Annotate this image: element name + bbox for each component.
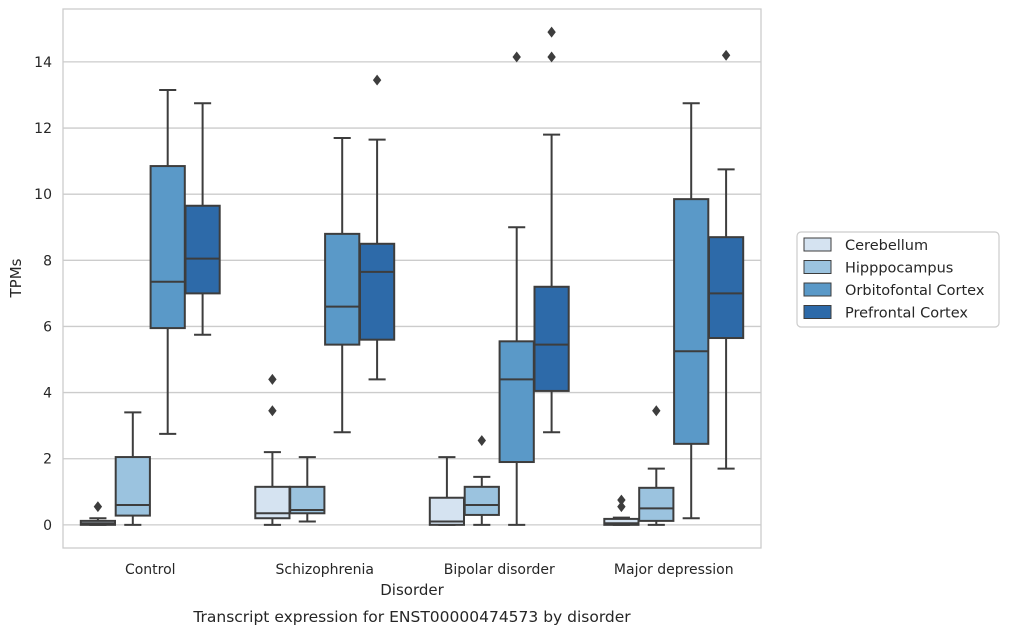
box-hipppocampus-schizophrenia: [289, 456, 326, 523]
legend-label-cerebellum: Cerebellum: [845, 238, 928, 254]
legend-swatch-cerebellum: [803, 237, 832, 252]
outlier-point: [617, 494, 626, 506]
box-prefrontal-cortex-schizophrenia: [358, 74, 396, 381]
outlier-point: [547, 26, 556, 38]
y-tick-label: 2: [43, 452, 52, 468]
x-axis-label: Disorder: [380, 581, 444, 599]
outlier-point: [721, 49, 731, 61]
box-iqr: [114, 456, 151, 517]
y-tick-labels: 0 2 4 6 8 10 12 14: [34, 55, 52, 534]
box-hipppocampus-bipolar-disorder: [463, 435, 500, 526]
outlier-point: [93, 501, 103, 513]
box-cerebellum-schizophrenia: [254, 373, 291, 526]
legend-label-orbitofontal-cortex: Orbitofontal Cortex: [845, 283, 985, 299]
outlier-point: [617, 501, 626, 513]
box-iqr: [638, 486, 675, 522]
box-iqr: [149, 165, 186, 330]
x-tick-labels: Control Schizophrenia Bipolar disorder Majo…: [125, 562, 734, 578]
box-iqr: [533, 285, 570, 392]
y-tick-label: 12: [34, 121, 52, 137]
box-orbitofontal-cortex-schizophrenia: [324, 136, 361, 434]
legend: Cerebellum Hipppocampus Orbitofontal Corte…: [796, 231, 1000, 328]
box-iqr: [673, 198, 710, 445]
x-tick-label: Bipolar disorder: [444, 562, 555, 578]
box-iqr: [184, 204, 221, 295]
legend-swatch-prefrontal-cortex: [803, 305, 832, 319]
box-prefrontal-cortex-bipolar-disorder: [533, 26, 570, 434]
x-tick-label: Control: [125, 562, 176, 578]
box-cerebellum-major-depression: [603, 494, 640, 526]
legend-swatch-hipppocampus: [803, 260, 832, 274]
box-orbitofontal-cortex-control: [149, 89, 186, 435]
box-hipppocampus-major-depression: [638, 405, 675, 526]
y-tick-label: 0: [43, 518, 52, 534]
box-plot-area: [79, 26, 745, 526]
box-prefrontal-cortex-control: [184, 102, 221, 336]
outlier-point: [372, 74, 382, 86]
box-cerebellum-control: [79, 501, 117, 526]
box-prefrontal-cortex-major-depression: [707, 49, 745, 470]
outlier-point: [268, 405, 277, 417]
outlier-point: [652, 405, 661, 417]
y-tick-label: 14: [34, 55, 52, 71]
legend-frame: [796, 231, 1000, 328]
box-iqr: [358, 242, 396, 341]
box-iqr: [324, 232, 361, 346]
box-iqr: [707, 236, 745, 340]
y-tick-label: 8: [43, 253, 52, 269]
legend-label-hipppocampus: Hipppocampus: [845, 261, 953, 277]
y-tick-label: 4: [43, 386, 52, 402]
plot-frame: [62, 8, 762, 549]
x-tick-label: Schizophrenia: [276, 562, 374, 578]
outlier-point: [547, 51, 556, 63]
y-axis-label: TPMs: [7, 258, 25, 298]
y-tick-label: 6: [43, 319, 52, 335]
box-cerebellum-bipolar-disorder: [428, 456, 466, 526]
box-iqr: [289, 485, 326, 515]
outlier-point: [477, 435, 486, 446]
y-tick-label: 10: [34, 187, 52, 203]
chart-caption: Transcript expression for ENST0000047457…: [192, 608, 631, 626]
legend-label-prefrontal-cortex: Prefrontal Cortex: [845, 306, 968, 322]
legend-swatch-orbitofontal-cortex: [803, 282, 832, 297]
x-tick-label: Major depression: [614, 562, 734, 578]
box-hipppocampus-control: [114, 411, 151, 526]
outlier-point: [512, 51, 521, 63]
outlier-point: [268, 373, 277, 385]
box-iqr: [498, 340, 535, 464]
box-iqr: [463, 485, 500, 516]
box-orbitofontal-cortex-bipolar-disorder: [498, 51, 535, 526]
box-orbitofontal-cortex-major-depression: [673, 102, 710, 520]
